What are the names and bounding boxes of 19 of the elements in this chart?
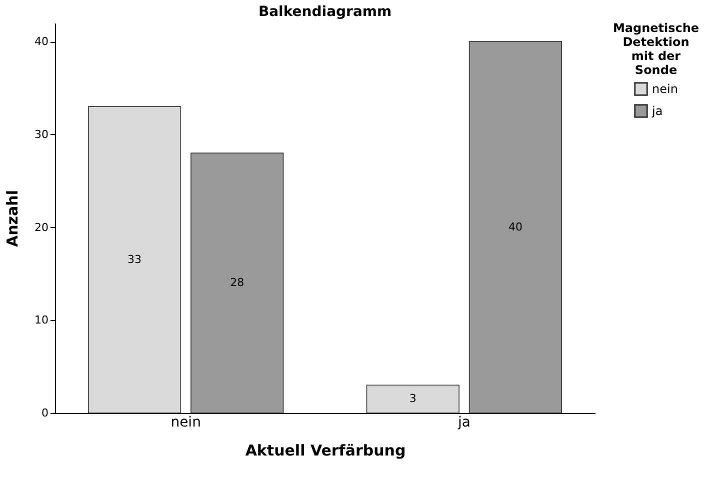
legend-title: Magnetische Detektion mit der Sonde [612,21,700,77]
bar [190,152,284,414]
bar [366,384,460,414]
y-tick-label: 30 [34,128,48,141]
data-label: 40 [508,220,522,234]
x-axis-title: Aktuell Verfärbung [245,442,406,460]
legend-label: nein [652,82,678,96]
chart-title: Balkendiagramm [258,4,392,20]
data-label: 33 [128,252,142,266]
data-label: 3 [409,392,416,406]
y-axis-title: Anzahl [4,190,22,247]
y-tick-label: 40 [34,35,48,48]
legend-label: ja [651,104,663,118]
bar [468,41,562,414]
y-tick-label: 20 [34,220,48,234]
y-tick-label: 0 [42,406,48,420]
bar [88,106,182,414]
y-tick-label: 10 [34,314,48,327]
data-label: 28 [230,276,244,289]
